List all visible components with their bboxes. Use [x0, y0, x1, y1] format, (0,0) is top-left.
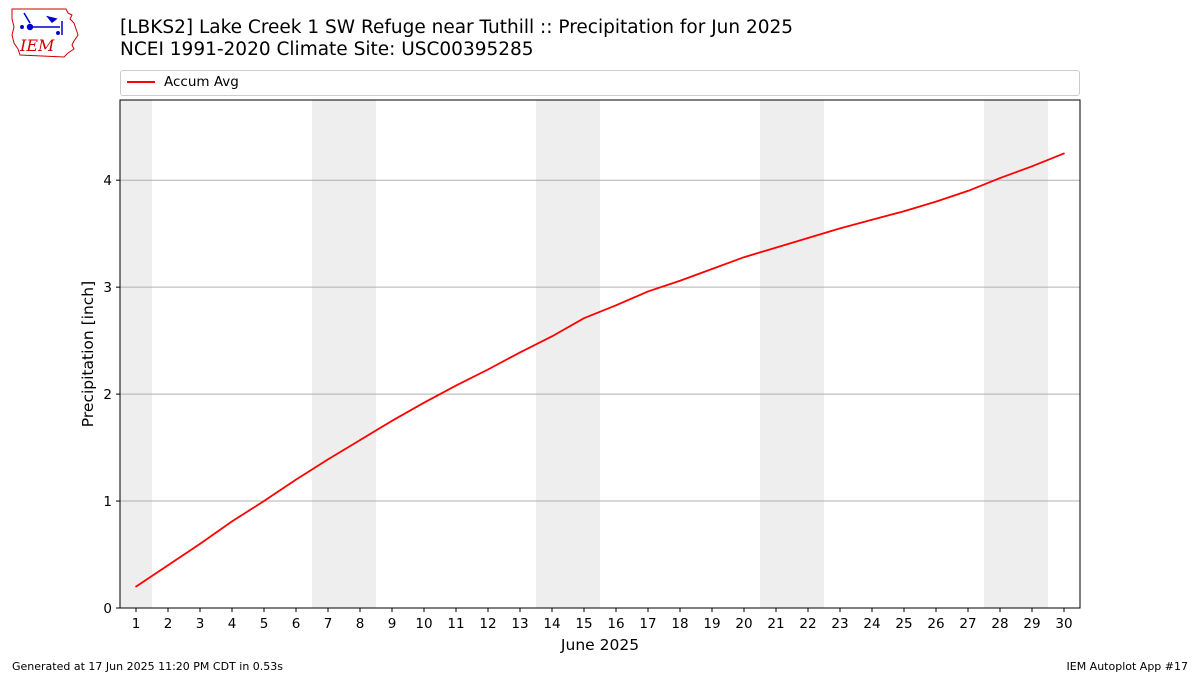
x-tick-label: 10	[415, 616, 432, 632]
data-point	[423, 401, 425, 404]
x-tick-label: 24	[863, 616, 880, 632]
data-point	[903, 210, 905, 213]
data-point	[519, 351, 521, 354]
data-point	[167, 564, 169, 567]
data-point	[647, 290, 649, 293]
x-tick-label: 17	[639, 616, 656, 632]
data-point	[455, 384, 457, 387]
data-point	[839, 227, 841, 230]
x-tick-label: 25	[895, 616, 912, 632]
x-tick-label: 9	[388, 616, 397, 632]
x-tick-label: 8	[356, 616, 365, 632]
data-point	[583, 317, 585, 319]
x-tick-label: 16	[607, 616, 624, 632]
weekend-band	[312, 100, 376, 608]
weekend-band	[120, 100, 152, 608]
y-tick-label: 2	[103, 387, 112, 403]
x-tick-label: 1	[132, 616, 141, 632]
data-point	[263, 500, 265, 502]
data-point	[775, 246, 777, 249]
data-point	[391, 420, 393, 422]
x-tick-label: 13	[511, 616, 528, 632]
data-point	[1031, 165, 1033, 168]
weekend-band	[536, 100, 600, 608]
data-point	[135, 585, 137, 588]
data-point	[999, 177, 1001, 179]
x-tick-label: 19	[703, 616, 720, 632]
y-tick-label: 0	[103, 601, 112, 617]
data-point	[743, 256, 745, 259]
data-point	[935, 200, 937, 203]
generated-footer: Generated at 17 Jun 2025 11:20 PM CDT in…	[12, 660, 284, 673]
y-tick-label: 3	[103, 280, 112, 296]
data-point	[967, 190, 969, 192]
x-tick-label: 5	[260, 616, 269, 632]
x-tick-label: 30	[1055, 616, 1072, 632]
x-tick-label: 28	[991, 616, 1008, 632]
series-line-accum-avg	[135, 152, 1065, 588]
data-point	[231, 520, 233, 523]
x-tick-label: 26	[927, 616, 944, 632]
x-tick-label: 29	[1023, 616, 1040, 632]
app-footer: IEM Autoplot App #17	[1066, 660, 1189, 673]
y-tick-label: 4	[103, 173, 112, 189]
x-tick-label: 21	[767, 616, 784, 632]
x-tick-label: 23	[831, 616, 848, 632]
iem-logo: IEM	[11, 8, 79, 58]
x-tick-label: 14	[543, 616, 560, 632]
weekend-band	[760, 100, 824, 608]
x-tick-label: 6	[292, 616, 301, 632]
x-tick-label: 22	[799, 616, 816, 632]
x-tick-label: 15	[575, 616, 592, 632]
data-point	[199, 543, 201, 545]
legend: Accum Avg	[120, 70, 1080, 96]
legend-swatch	[127, 81, 155, 83]
x-tick-label: 20	[735, 616, 752, 632]
x-tick-label: 11	[447, 616, 464, 632]
data-point	[1063, 152, 1065, 155]
chart-subtitle: NCEI 1991-2020 Climate Site: USC00395285	[120, 39, 534, 60]
weekend-band	[984, 100, 1048, 608]
x-tick-label: 4	[228, 616, 237, 632]
chart-title: [LBKS2] Lake Creek 1 SW Refuge near Tuth…	[120, 17, 794, 38]
data-point	[295, 478, 297, 481]
data-point	[551, 335, 553, 338]
x-tick-label: 3	[196, 616, 205, 632]
plot-frame	[119, 99, 1081, 609]
x-tick-label: 7	[324, 616, 333, 632]
y-axis-label: Precipitation [inch]	[79, 281, 97, 427]
x-tick-label: 12	[479, 616, 496, 632]
x-axis-label: June 2025	[560, 636, 639, 654]
data-point	[487, 368, 489, 371]
logo-text: IEM	[19, 36, 55, 55]
legend-label: Accum Avg	[164, 74, 239, 90]
data-point	[807, 237, 809, 239]
data-point	[679, 279, 681, 282]
data-point	[615, 304, 617, 307]
data-point	[359, 439, 361, 441]
data-point	[327, 458, 329, 461]
data-point	[711, 268, 713, 270]
x-tick-label: 2	[164, 616, 173, 632]
y-tick-label: 1	[103, 494, 112, 510]
x-tick-label: 27	[959, 616, 976, 632]
x-tick-label: 18	[671, 616, 688, 632]
data-point	[871, 218, 873, 221]
